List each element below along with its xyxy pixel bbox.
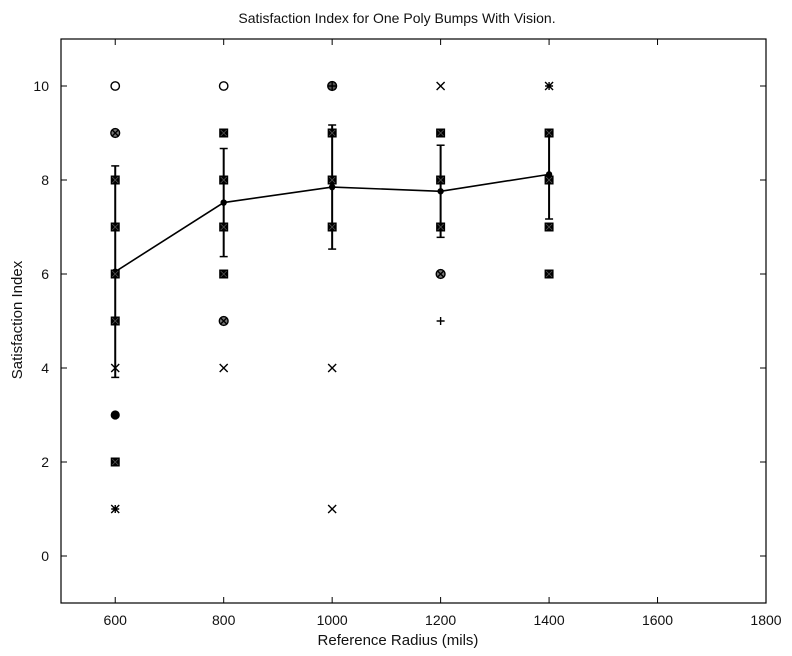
- marker-x: [327, 504, 337, 514]
- marker-shape: [545, 129, 553, 137]
- x-axis-label: Reference Radius (mils): [318, 632, 479, 649]
- marker-circle-x: [435, 268, 446, 280]
- marker-shape: [111, 458, 119, 466]
- marker-square: [219, 222, 229, 232]
- marker-star: [544, 81, 554, 91]
- marker-square: [544, 269, 554, 279]
- marker-circle: [218, 81, 229, 91]
- marker-square: [544, 222, 554, 232]
- marker-square: [436, 175, 446, 185]
- x-tick-label: 1000: [317, 612, 348, 628]
- marker-square: [436, 128, 446, 138]
- marker-square: [219, 175, 229, 185]
- y-tick-label: 2: [41, 454, 49, 470]
- marker-shape: [111, 270, 119, 278]
- marker-shape: [437, 270, 445, 278]
- marker-square: [544, 128, 554, 138]
- marker-shape: [437, 129, 444, 137]
- marker-x: [110, 363, 120, 373]
- marker-square: [110, 457, 120, 467]
- x-tick-label: 800: [212, 612, 236, 628]
- x-tick-label: 1600: [642, 612, 673, 628]
- marker-shape: [218, 81, 229, 91]
- marker-circle-x: [218, 315, 229, 327]
- marker-square: [436, 222, 446, 232]
- marker-shape: [110, 363, 120, 373]
- marker-circle-x: [110, 127, 121, 139]
- marker-x: [327, 363, 337, 373]
- marker-square: [110, 222, 120, 232]
- y-tick-label: 4: [41, 360, 49, 376]
- marker-square: [219, 269, 229, 279]
- marker-shape: [220, 176, 227, 184]
- x-tick-label: 1200: [425, 612, 456, 628]
- marker-shape: [111, 129, 119, 137]
- x-tick-label: 1400: [533, 612, 564, 628]
- mean-point: [437, 188, 444, 195]
- marker-shape: [327, 363, 337, 373]
- marker-square: [110, 316, 120, 326]
- axis-ticks: 600 800 1000 1200 1400 1600 1800 0 2 4 6 8 10: [33, 39, 782, 628]
- marker-filled-circle: [110, 410, 120, 420]
- marker-shape: [437, 223, 444, 231]
- marker-shape: [111, 317, 119, 325]
- marker-square: [544, 175, 554, 185]
- marker-shape: [545, 223, 553, 231]
- y-axis-label: Satisfaction Index: [9, 260, 26, 379]
- marker-square: [327, 175, 337, 185]
- marker-circle: [110, 81, 121, 91]
- marker-shape: [328, 129, 336, 137]
- marker-shape: [328, 176, 336, 184]
- marker-shape: [111, 223, 119, 231]
- marker-shape: [545, 176, 553, 184]
- plot-area-frame: [60, 38, 767, 604]
- marker-shape: [110, 410, 120, 420]
- marker-shape: [328, 223, 336, 231]
- x-tick-label: 1800: [750, 612, 781, 628]
- chart-title: Satisfaction Index for One Poly Bumps Wi…: [238, 10, 555, 26]
- marker-x: [436, 81, 446, 91]
- marker-square: [327, 128, 337, 138]
- mean-point: [220, 199, 227, 206]
- y-tick-label: 8: [41, 172, 49, 188]
- marker-x: [219, 363, 229, 373]
- marker-shape: [220, 317, 228, 325]
- data-marks: [110, 80, 554, 514]
- y-tick-label: 0: [41, 548, 49, 564]
- mean-point: [328, 183, 336, 191]
- marker-plus: [436, 317, 445, 325]
- marker-star: [110, 504, 120, 514]
- marker-shape: [328, 82, 337, 90]
- marker-shape: [111, 176, 119, 184]
- marker-shape: [544, 81, 554, 91]
- marker-square: [110, 175, 120, 185]
- marker-shape: [436, 317, 445, 325]
- y-tick-label: 6: [41, 266, 49, 282]
- marker-shape: [220, 270, 227, 278]
- marker-circle-plus: [327, 80, 338, 92]
- marker-shape: [219, 363, 229, 373]
- marker-shape: [437, 176, 444, 184]
- marker-square: [110, 269, 120, 279]
- x-tick-label: 600: [104, 612, 128, 628]
- marker-shape: [110, 504, 120, 514]
- marker-shape: [327, 504, 337, 514]
- marker-shape: [220, 223, 227, 231]
- marker-shape: [110, 81, 121, 91]
- y-tick-label: 10: [33, 78, 49, 94]
- marker-square: [327, 222, 337, 232]
- marker-square: [219, 128, 229, 138]
- marker-shape: [220, 129, 227, 137]
- marker-shape: [545, 270, 553, 278]
- marker-shape: [436, 81, 446, 91]
